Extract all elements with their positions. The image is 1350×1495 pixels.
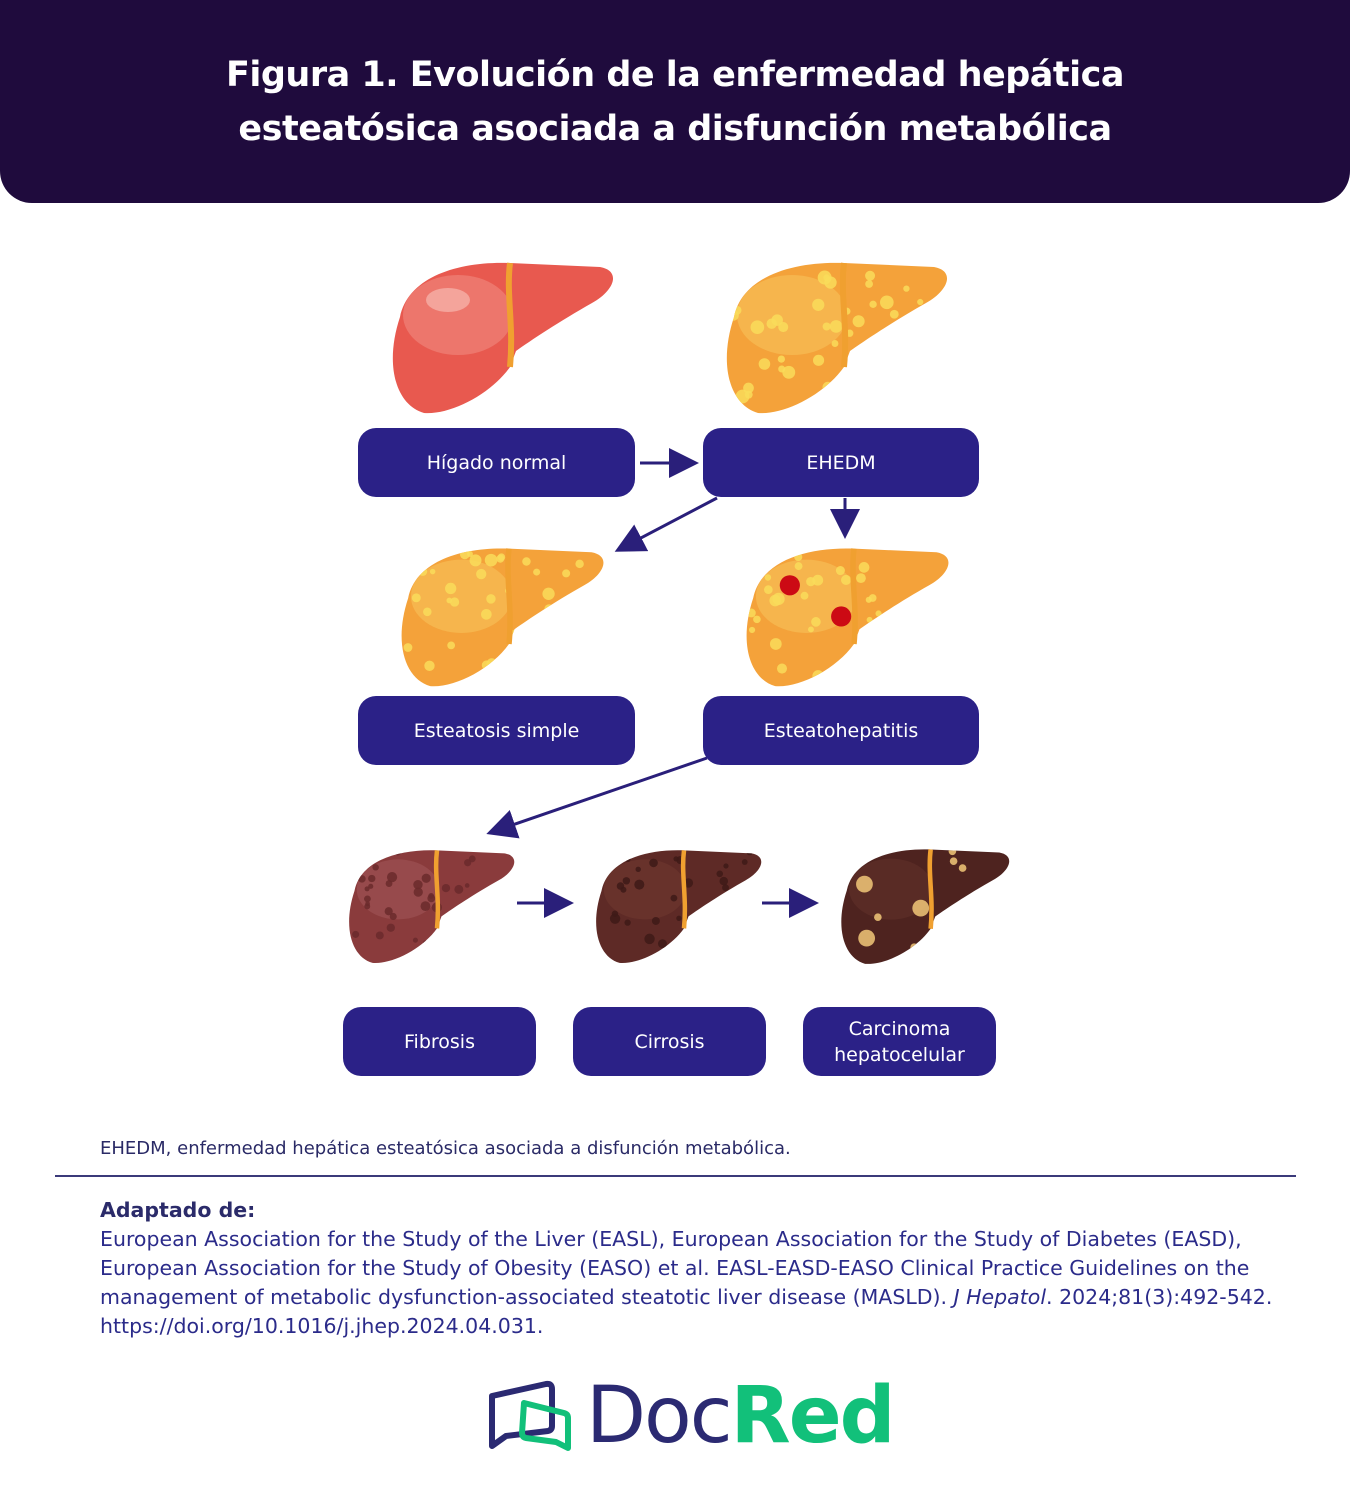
- reference-journal: J Hepatol: [953, 1285, 1047, 1309]
- reference-text: European Association for the Study of th…: [100, 1227, 1250, 1309]
- liver-cirrhosis-illustration: [596, 850, 762, 963]
- liver-carcinoma-illustration: [841, 849, 1010, 964]
- liver-fatty-illustration: [726, 262, 948, 414]
- docred-logo: Doc Red: [486, 1371, 895, 1461]
- arrows-layer: [486, 448, 860, 918]
- reference-heading: Adaptado de:: [100, 1198, 256, 1222]
- reference: Adaptado de: European Association for th…: [100, 1196, 1280, 1341]
- arrow-steatohepatitis-to-fibrosis: [486, 756, 708, 839]
- header: Figura 1. Evolución de la enfermedad hep…: [0, 0, 1350, 203]
- stage-cirrhosis: Cirrosis: [573, 1007, 766, 1076]
- liver-normal-illustration: [392, 262, 614, 414]
- stage-steatohepatitis: Esteatohepatitis: [703, 696, 979, 765]
- abbreviation-caption: EHEDM, enfermedad hepática esteatósica a…: [100, 1138, 791, 1159]
- stage-normal-liver: Hígado normal: [358, 428, 635, 497]
- arrow-ehedm-to-steatosis: [614, 496, 718, 552]
- liver-fatty-illustration: [401, 548, 604, 687]
- liver-inflamed-illustration: [746, 548, 949, 687]
- logo-text-red: Red: [730, 1370, 896, 1461]
- stage-carcinoma: Carcinoma hepatocelular: [803, 1007, 996, 1076]
- liver-fibrosis-illustration: [349, 850, 515, 963]
- stage-simple-steatosis: Esteatosis simple: [358, 696, 635, 765]
- logo-text-doc: Doc: [586, 1370, 733, 1461]
- figure-title: Figura 1. Evolución de la enfermedad hep…: [225, 54, 1125, 149]
- divider: [55, 1175, 1296, 1177]
- stage-fibrosis: Fibrosis: [343, 1007, 536, 1076]
- chat-bubbles-icon: [489, 1380, 571, 1451]
- reference-rest: . 2024;81(3):492-542. https://doi.org/10…: [100, 1285, 1273, 1338]
- stage-ehedm: EHEDM: [703, 428, 979, 497]
